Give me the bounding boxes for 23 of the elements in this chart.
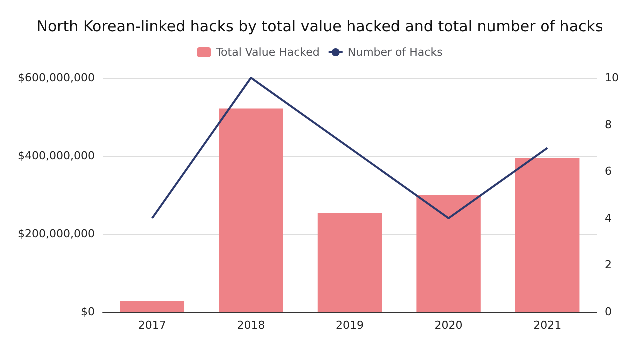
bar [120, 301, 185, 312]
y2-tick-label: 4 [605, 212, 612, 225]
x-tick-label: 2019 [336, 319, 364, 332]
y-tick-label: $400,000,000 [18, 150, 95, 162]
chart-title: North Korean-linked hacks by total value hacked and total number of hacks [36, 18, 604, 36]
y-tick-label: $200,000,000 [18, 228, 95, 240]
y2-tick-label: 2 [605, 258, 612, 272]
bar [219, 108, 284, 312]
x-tick-label: 2021 [534, 319, 562, 332]
y-tick-label: $600,000,000 [18, 72, 95, 84]
x-tick-label: 2017 [138, 319, 166, 332]
x-tick-label: 2020 [434, 319, 463, 332]
y2-tick-label: 0 [605, 306, 612, 318]
legend-label: Total Value Hacked [215, 46, 320, 59]
y-tick-label: $0 [81, 306, 95, 318]
y2-tick-label: 8 [605, 118, 612, 132]
x-tick-label: 2018 [237, 319, 266, 332]
legend-label: Number of Hacks [348, 46, 444, 59]
bar [318, 212, 382, 312]
y2-tick-label: 6 [605, 165, 612, 178]
bar [416, 195, 481, 312]
bar [515, 158, 580, 312]
y2-tick-label: 10 [605, 72, 619, 84]
